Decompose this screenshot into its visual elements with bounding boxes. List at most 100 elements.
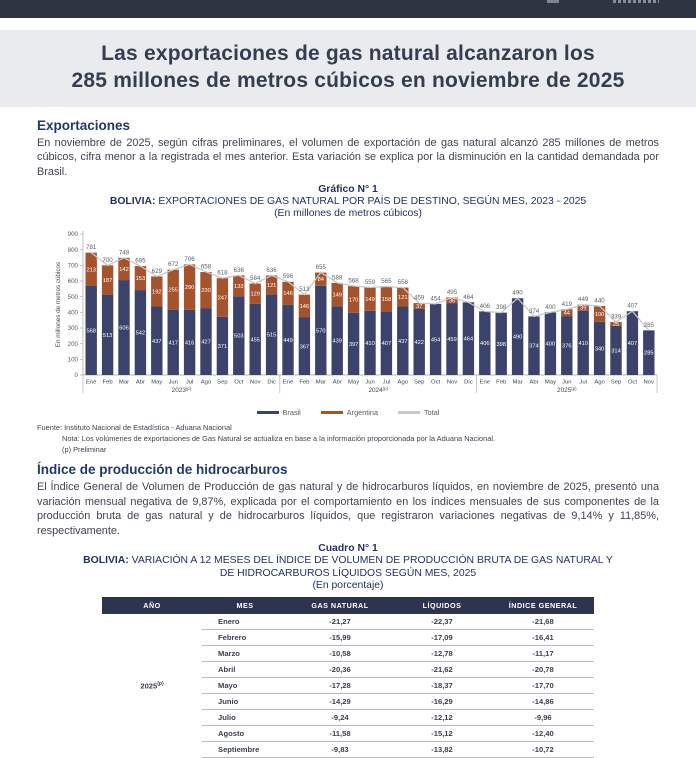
bar-brasil	[200, 308, 212, 376]
table-cell-liquidos: -16,29	[392, 693, 492, 711]
total-value-label: 706	[184, 256, 195, 263]
month-tick-label: Feb	[103, 380, 114, 386]
bar-value-argentina: 39	[580, 306, 586, 312]
bar-value-argentina: 129	[250, 292, 260, 298]
table-cell-liquidos: -15,12	[392, 725, 492, 743]
bar-brasil	[216, 316, 229, 376]
bar-brasil	[134, 290, 147, 376]
bar-value-brasil: 437	[398, 339, 408, 345]
bar-argentina	[380, 286, 393, 312]
bar-value-brasil: 490	[513, 335, 523, 341]
table-cell-liquidos: -22,37	[392, 614, 492, 631]
bar-argentina	[315, 272, 327, 286]
bar-brasil	[85, 286, 97, 376]
bar-brasil	[298, 317, 311, 376]
month-tick-label: Mar	[119, 380, 129, 386]
bar-value-brasil: 407	[382, 341, 392, 347]
bar-value-brasil: 416	[185, 341, 195, 347]
table-cell-indice: -20,78	[492, 661, 594, 679]
bar-brasil	[397, 306, 409, 376]
chart-subtitle: (En millones de metros cúbicos)	[274, 208, 422, 220]
chart-legend: Brasil Argentina Total	[37, 408, 659, 417]
bar-argentina	[577, 304, 589, 311]
y-tick-label: 0	[75, 372, 79, 379]
legend-label: Brasil	[282, 408, 301, 418]
legend-swatch	[256, 411, 279, 415]
month-tick-label: Oct	[234, 380, 244, 386]
bar-argentina	[101, 265, 114, 295]
bar-argentina	[134, 266, 147, 291]
bar-value-argentina: 230	[201, 288, 211, 294]
table-header-cell: ÍNDICE GENERAL	[492, 597, 594, 615]
bar-brasil	[265, 294, 278, 376]
total-value-label: 629	[152, 268, 163, 275]
total-value-label: 584	[250, 275, 261, 282]
table-header-cell: MES	[202, 597, 288, 615]
legend-swatch	[320, 411, 343, 415]
bar-value-brasil: 340	[595, 346, 605, 352]
bar-brasil	[544, 312, 557, 376]
bar-value-argentina: 213	[86, 267, 96, 273]
bar-argentina	[216, 278, 229, 317]
bar-value-argentina: 121	[267, 283, 277, 289]
total-value-label: 558	[398, 279, 409, 286]
section-heading-exportaciones: Exportaciones	[37, 117, 131, 133]
table-cell-gas: -9,83	[288, 741, 392, 758]
bar-argentina	[151, 276, 163, 307]
exportaciones-paragraph: En noviembre de 2025, según cifras preli…	[37, 136, 659, 178]
table-title-rest: VARIACIÓN A 12 MESES DEL ÍNDICE DE VOLUM…	[131, 555, 613, 580]
bar-brasil	[479, 311, 491, 376]
bar-value-brasil: 503	[234, 334, 244, 340]
total-value-label: 596	[283, 273, 294, 280]
month-tick-label: Oct	[431, 380, 441, 386]
bar-argentina	[282, 281, 294, 305]
production-table: AÑO MES GAS NATURAL LÍQUIDOS ÍNDICE GENERAL 2…	[102, 597, 594, 758]
table-title: BOLIVIA: VARIACIÓN A 12 MESES DEL ÍNDICE…	[78, 554, 618, 580]
bar-brasil	[249, 303, 261, 376]
footnote-preliminar: (p) Preliminar	[62, 445, 107, 455]
bar-value-argentina: 158	[382, 297, 392, 303]
month-tick-label: Abr	[529, 380, 538, 386]
total-value-label: 748	[119, 249, 130, 256]
y-axis-title: En millones de metros cúbicos	[55, 262, 62, 347]
month-tick-label: May	[348, 380, 359, 386]
table-cell-mes: Septiembre	[202, 741, 288, 758]
bar-brasil	[183, 309, 196, 376]
month-tick-label: Ene	[480, 380, 491, 386]
bar-brasil	[331, 306, 343, 376]
y-tick-label: 400	[68, 310, 79, 317]
total-value-label: 495	[447, 289, 458, 296]
bar-brasil	[282, 304, 294, 376]
table-cell-mes: Febrero	[202, 629, 288, 647]
bar-brasil	[151, 306, 163, 376]
logo-remnant-text	[613, 0, 659, 3]
bar-value-brasil: 407	[628, 341, 638, 347]
bar-value-brasil: 606	[119, 326, 129, 332]
bar-value-brasil: 367	[300, 344, 310, 350]
bar-value-brasil: 314	[611, 348, 621, 354]
table-cell-liquidos: -13,82	[392, 741, 492, 758]
table-subtitle: (En porcentaje)	[312, 580, 384, 592]
total-value-label: 464	[463, 294, 474, 301]
footnote-nota: Nota: Los volúmenes de exportaciones de …	[62, 434, 496, 444]
y-tick-label: 300	[68, 325, 79, 332]
year-label: 2024(p)	[368, 386, 388, 394]
bar-brasil	[626, 311, 639, 376]
table-cell-gas: -11,58	[288, 725, 392, 743]
bar-argentina	[593, 306, 606, 322]
bar-value-brasil: 398	[496, 342, 506, 348]
bar-argentina	[167, 269, 179, 310]
bar-value-argentina: 149	[332, 293, 342, 299]
bar-value-brasil: 427	[201, 340, 211, 346]
month-tick-label: May	[151, 380, 162, 386]
bar-argentina	[446, 297, 458, 304]
table-row: Marzo -10,58 -12,78 -11,17	[102, 645, 594, 663]
bar-value-brasil: 568	[86, 329, 96, 335]
total-value-label: 440	[594, 298, 605, 305]
bar-argentina	[413, 303, 425, 309]
table-label: Cuadro N° 1	[318, 543, 378, 555]
legend-swatch	[398, 411, 421, 415]
bar-brasil	[593, 321, 606, 376]
total-value-label: 400	[545, 304, 556, 311]
total-value-label: 559	[365, 279, 376, 286]
